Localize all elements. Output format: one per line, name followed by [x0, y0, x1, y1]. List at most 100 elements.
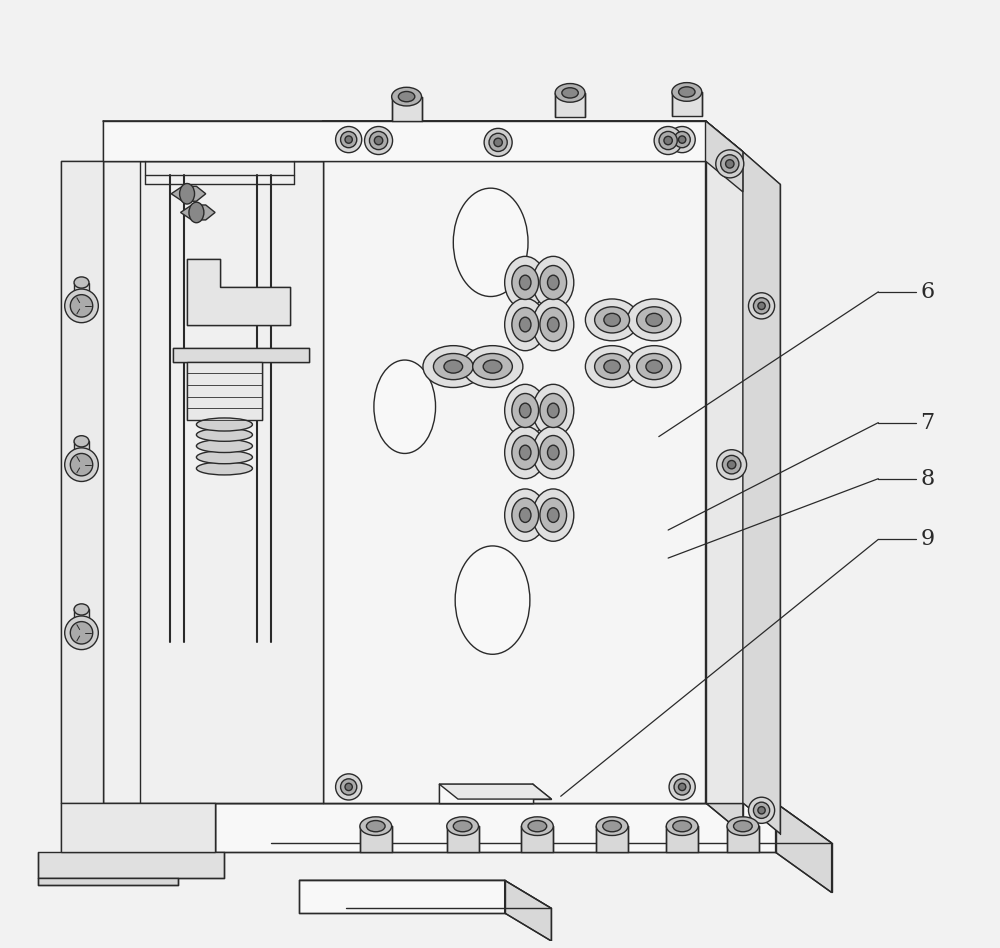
Ellipse shape — [519, 508, 531, 522]
Ellipse shape — [540, 435, 567, 469]
Ellipse shape — [433, 354, 473, 379]
Polygon shape — [74, 442, 89, 460]
Ellipse shape — [533, 384, 574, 437]
Ellipse shape — [727, 817, 759, 835]
Ellipse shape — [336, 774, 362, 800]
Polygon shape — [360, 826, 392, 852]
Ellipse shape — [512, 498, 539, 532]
Polygon shape — [299, 881, 505, 913]
Polygon shape — [596, 826, 628, 852]
Ellipse shape — [547, 508, 559, 522]
Polygon shape — [187, 362, 262, 420]
Ellipse shape — [659, 132, 677, 150]
Ellipse shape — [519, 446, 531, 460]
Ellipse shape — [585, 346, 639, 388]
Ellipse shape — [65, 289, 98, 322]
Ellipse shape — [360, 817, 392, 835]
Text: 9: 9 — [920, 528, 934, 551]
Ellipse shape — [519, 318, 531, 332]
Polygon shape — [555, 93, 585, 118]
Ellipse shape — [519, 275, 531, 290]
Ellipse shape — [196, 428, 252, 442]
Ellipse shape — [748, 293, 775, 319]
Ellipse shape — [547, 275, 559, 290]
Text: 7: 7 — [920, 411, 934, 433]
Ellipse shape — [669, 126, 695, 153]
Polygon shape — [61, 803, 215, 852]
Ellipse shape — [447, 817, 479, 835]
Ellipse shape — [595, 354, 630, 379]
Ellipse shape — [70, 295, 93, 317]
Ellipse shape — [679, 87, 695, 97]
Polygon shape — [727, 826, 759, 852]
Polygon shape — [323, 121, 743, 152]
Polygon shape — [666, 826, 698, 852]
Ellipse shape — [666, 817, 698, 835]
Ellipse shape — [512, 435, 539, 469]
Polygon shape — [103, 121, 706, 161]
Ellipse shape — [521, 817, 553, 835]
Ellipse shape — [603, 821, 621, 831]
Ellipse shape — [726, 159, 734, 168]
Ellipse shape — [365, 126, 393, 155]
Polygon shape — [447, 826, 479, 852]
Ellipse shape — [341, 132, 357, 148]
Ellipse shape — [533, 427, 574, 479]
Ellipse shape — [345, 783, 352, 791]
Ellipse shape — [547, 403, 559, 418]
Ellipse shape — [540, 265, 567, 300]
Polygon shape — [439, 784, 533, 803]
Ellipse shape — [664, 137, 672, 145]
Ellipse shape — [65, 447, 98, 482]
Ellipse shape — [505, 489, 546, 541]
Text: 8: 8 — [920, 467, 935, 490]
Polygon shape — [61, 161, 103, 803]
Ellipse shape — [444, 360, 463, 374]
Ellipse shape — [674, 779, 690, 795]
Ellipse shape — [519, 403, 531, 418]
Polygon shape — [38, 852, 224, 878]
Ellipse shape — [196, 450, 252, 464]
Ellipse shape — [512, 307, 539, 341]
Ellipse shape — [196, 462, 252, 475]
Ellipse shape — [604, 314, 620, 326]
Ellipse shape — [717, 449, 747, 480]
Polygon shape — [776, 803, 832, 892]
Ellipse shape — [74, 277, 89, 288]
Polygon shape — [672, 92, 702, 117]
Ellipse shape — [533, 299, 574, 351]
Ellipse shape — [678, 136, 686, 143]
Ellipse shape — [374, 360, 436, 453]
Ellipse shape — [189, 202, 204, 223]
Polygon shape — [74, 610, 89, 629]
Ellipse shape — [678, 783, 686, 791]
Ellipse shape — [369, 132, 388, 150]
Ellipse shape — [753, 298, 770, 314]
Ellipse shape — [540, 393, 567, 428]
Ellipse shape — [721, 155, 739, 173]
Ellipse shape — [392, 87, 422, 106]
Ellipse shape — [547, 446, 559, 460]
Ellipse shape — [494, 138, 502, 147]
Ellipse shape — [646, 360, 662, 374]
Ellipse shape — [674, 132, 690, 148]
Ellipse shape — [423, 346, 484, 388]
Ellipse shape — [453, 821, 472, 831]
Ellipse shape — [366, 821, 385, 831]
Ellipse shape — [748, 797, 775, 824]
Ellipse shape — [753, 802, 770, 818]
Ellipse shape — [727, 461, 736, 469]
Polygon shape — [706, 121, 743, 191]
Ellipse shape — [654, 126, 682, 155]
Ellipse shape — [505, 384, 546, 437]
Polygon shape — [74, 283, 89, 301]
Polygon shape — [187, 259, 290, 324]
Ellipse shape — [398, 91, 415, 101]
Polygon shape — [171, 187, 206, 201]
Ellipse shape — [604, 360, 620, 374]
Ellipse shape — [758, 807, 765, 814]
Ellipse shape — [180, 184, 195, 204]
Ellipse shape — [453, 188, 528, 297]
Ellipse shape — [540, 498, 567, 532]
Ellipse shape — [533, 489, 574, 541]
